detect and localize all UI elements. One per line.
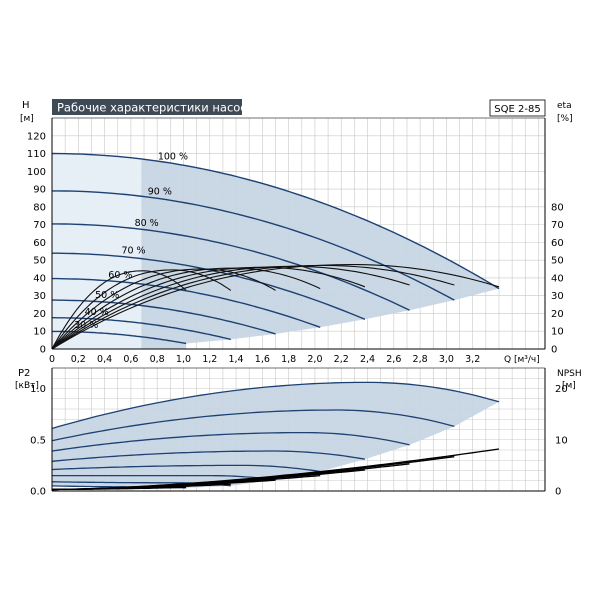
y2-axis-unit-npsh: [м]: [562, 381, 576, 391]
power-y-tick-label: 0.5: [30, 435, 46, 446]
q-x-tick-label: 0,8: [150, 354, 165, 365]
power-curve-5: [51, 464, 321, 473]
head-y-tick-label: 60: [33, 238, 46, 249]
speed-label-3: 80 %: [135, 218, 159, 229]
speed-label-6: 50 %: [95, 290, 119, 301]
eta-curve-5: [51, 267, 321, 350]
q-x-tick-label: 2,4: [360, 354, 375, 365]
power-curve-4: [51, 450, 366, 462]
speed-label-7: 40 %: [85, 307, 109, 318]
speed-label-4: 70 %: [121, 246, 145, 257]
eta-y-tick-label: 40: [551, 273, 564, 284]
eta-curve-4: [51, 266, 366, 350]
head-curve-1: [51, 152, 500, 290]
head-y-tick-label: 100: [27, 167, 46, 178]
model-name: SQE 2-85: [494, 104, 540, 115]
npsh-y-tick-label: 10: [555, 435, 568, 446]
head-y-tick-label: 40: [33, 273, 46, 284]
q-x-tick-label: 0,6: [123, 354, 138, 365]
eta-curve-6: [51, 268, 276, 350]
npsh-curves: [51, 448, 500, 491]
x-axis-label-q: Q [м³/ч]: [504, 355, 540, 365]
power-curve-2: [51, 409, 455, 442]
power-operating-area: [52, 382, 499, 488]
head-y-tick-label: 0: [40, 345, 46, 356]
eta-curve-1: [51, 264, 500, 350]
speed-label-2: 90 %: [148, 187, 172, 198]
eta-curve-2: [51, 264, 455, 350]
operating-area: [141, 158, 499, 349]
q-x-tick-label: 3,0: [439, 354, 454, 365]
eta-y-tick-label: 80: [551, 202, 564, 213]
head-curve-6: [52, 299, 276, 335]
head-y-tick-label: 50: [33, 256, 46, 267]
head-y-tick-label: 110: [27, 149, 46, 160]
power-y-tick-label: 1.0: [30, 384, 46, 395]
eta-y-tick-label: 70: [551, 220, 564, 231]
y-axis-unit-p2: [кВт]: [15, 381, 39, 391]
chart-title: Рабочие характеристики насоса: [57, 101, 254, 115]
y-axis-label-p2: P2: [18, 368, 30, 379]
y2-axis-label-npsh: NPSH: [557, 369, 582, 379]
q-x-tick-label: 0,2: [71, 354, 86, 365]
head-y-tick-label: 80: [33, 202, 46, 213]
power-operating-area: [52, 382, 499, 488]
power-axes: [51, 367, 546, 492]
speed-label-8: 30 %: [74, 320, 98, 331]
head-curve-2: [52, 190, 455, 301]
eta-y-tick-label: 10: [551, 327, 564, 338]
head-y-tick-label: 30: [33, 291, 46, 302]
y-axis-unit-h: [м]: [20, 114, 34, 124]
q-x-tick-label: 2,0: [307, 354, 322, 365]
power-curve-3: [51, 431, 410, 452]
power-tick-labels: 0.0 0.5 1.0 0 10 20: [30, 384, 568, 498]
head-curve-3: [52, 223, 410, 311]
q-x-tick-label: 3,2: [465, 354, 480, 365]
speed-curve-labels: 100 % 90 % 80 % 70 % 60 % 50 % 40 % 30 %: [74, 151, 188, 331]
eta-y-tick-label: 20: [551, 309, 564, 320]
eta-y-tick-label: 30: [551, 291, 564, 302]
eta-curve-8: [51, 270, 187, 350]
q-x-tick-label: 1,0: [176, 354, 191, 365]
power-curves: [51, 381, 500, 489]
eta-y-tick-label: 60: [551, 238, 564, 249]
head-y-tick-label: 90: [33, 185, 46, 196]
power-curve-1: [51, 381, 500, 430]
q-x-tick-label: 0: [49, 354, 55, 365]
eta-curve-7: [51, 269, 232, 350]
q-x-tick-label: 1,6: [255, 354, 270, 365]
y2-axis-label-eta: eta: [557, 101, 572, 111]
speed-label-1: 100 %: [158, 151, 188, 162]
q-x-tick-label: 1,4: [228, 354, 243, 365]
q-x-tick-label: 1,2: [202, 354, 217, 365]
eta-y-tick-label: 0: [551, 345, 557, 356]
eta-y-tick-label: 50: [551, 256, 564, 267]
eta-curve-3: [51, 265, 410, 350]
npsh-y-tick-label: 20: [555, 384, 568, 395]
head-y-tick-label: 10: [33, 327, 46, 338]
npsh-y-tick-label: 0: [555, 487, 561, 498]
y2-axis-unit-eta: [%]: [557, 114, 573, 124]
head-y-tick-label: 20: [33, 309, 46, 320]
head-y-tick-label: 70: [33, 220, 46, 231]
head-tick-labels: 0 10 20 30 40 50 60 70 80 90 100 110 120 0 10 20 30 40 50 6…: [27, 131, 564, 365]
model-badge: [489, 99, 546, 117]
head-y-tick-label: 120: [27, 131, 46, 142]
power-y-tick-label: 0.0: [30, 487, 46, 498]
speed-label-5: 60 %: [108, 270, 132, 281]
efficiency-curves: [51, 264, 500, 350]
npsh-curve-8: [52, 486, 187, 491]
y-axis-label-h: H: [22, 100, 30, 111]
title-background: [52, 99, 242, 115]
power-curve-6: [52, 474, 276, 481]
q-x-tick-label: 2,2: [334, 354, 349, 365]
head-axes: [51, 117, 546, 350]
head-curve-5: [52, 277, 321, 328]
q-x-tick-label: 0,4: [97, 354, 112, 365]
q-x-tick-label: 1,8: [281, 354, 296, 365]
q-x-tick-label: 2,6: [386, 354, 401, 365]
q-x-tick-label: 2,8: [413, 354, 428, 365]
